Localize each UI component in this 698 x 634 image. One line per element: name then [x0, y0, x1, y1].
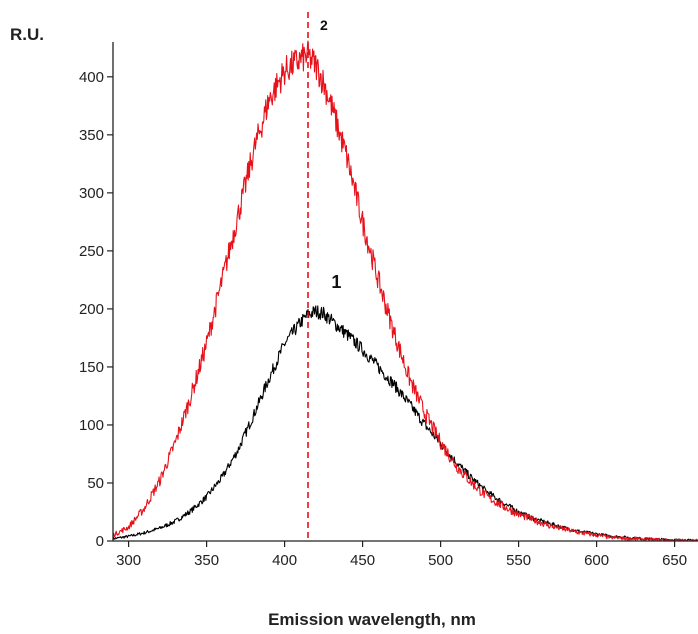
axes-layer [112, 42, 698, 542]
x-tick-label: 300 [116, 552, 141, 569]
x-tick-label: 350 [194, 552, 219, 569]
series-line-1 [112, 305, 698, 542]
y-tick-label: 300 [79, 185, 104, 202]
x-tick-label: 650 [662, 552, 687, 569]
series-line-2 [112, 40, 698, 542]
reference-line-label: 2 [320, 17, 328, 33]
y-axis-title: R.U. [10, 25, 44, 44]
x-tick-label: 600 [584, 552, 609, 569]
x-tick-label: 400 [272, 552, 297, 569]
y-tick-label: 50 [87, 475, 104, 492]
y-tick-label: 350 [79, 127, 104, 144]
series-layer [112, 40, 698, 542]
x-tick-label: 450 [350, 552, 375, 569]
labels-layer: R.U. Emission wavelength, nm 1 2 [10, 17, 476, 629]
x-tick-label: 500 [428, 552, 453, 569]
y-tick-label: 0 [96, 533, 104, 550]
x-tick-label: 550 [506, 552, 531, 569]
ticks-layer: 0 50 100 150 200 250 300 350 400 300 350 400 450 500 5… [79, 69, 687, 569]
y-tick-label: 150 [79, 359, 104, 376]
y-tick-label: 100 [79, 417, 104, 434]
y-tick-label: 200 [79, 301, 104, 318]
y-tick-label: 400 [79, 69, 104, 86]
curve-1-label: 1 [331, 272, 341, 292]
y-tick-label: 250 [79, 243, 104, 260]
x-axis-title: Emission wavelength, nm [268, 610, 476, 629]
